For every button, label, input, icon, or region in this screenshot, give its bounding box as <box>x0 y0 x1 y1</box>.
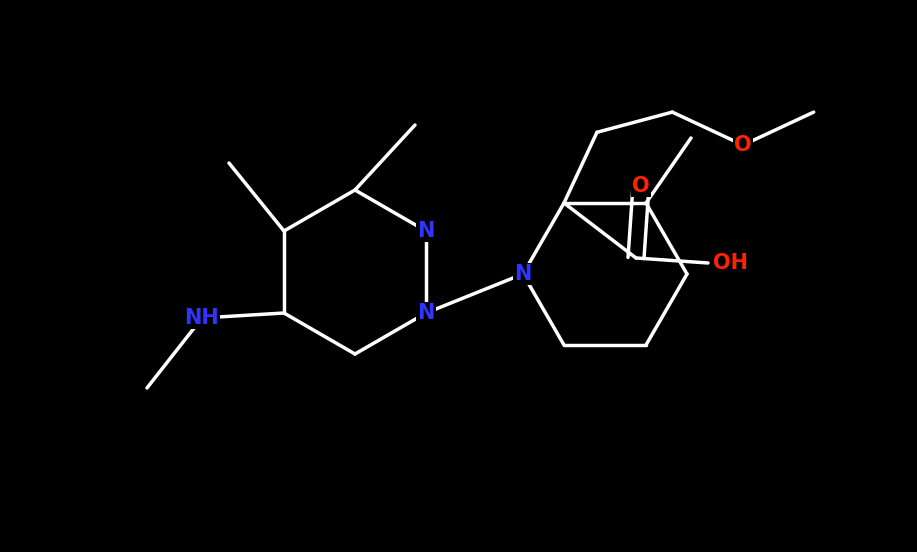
Text: N: N <box>417 303 435 323</box>
Text: OH: OH <box>713 253 748 273</box>
Text: NH: NH <box>184 308 219 328</box>
Text: N: N <box>514 264 532 284</box>
Text: O: O <box>632 176 650 196</box>
Text: O: O <box>735 135 752 155</box>
Text: N: N <box>417 221 435 241</box>
